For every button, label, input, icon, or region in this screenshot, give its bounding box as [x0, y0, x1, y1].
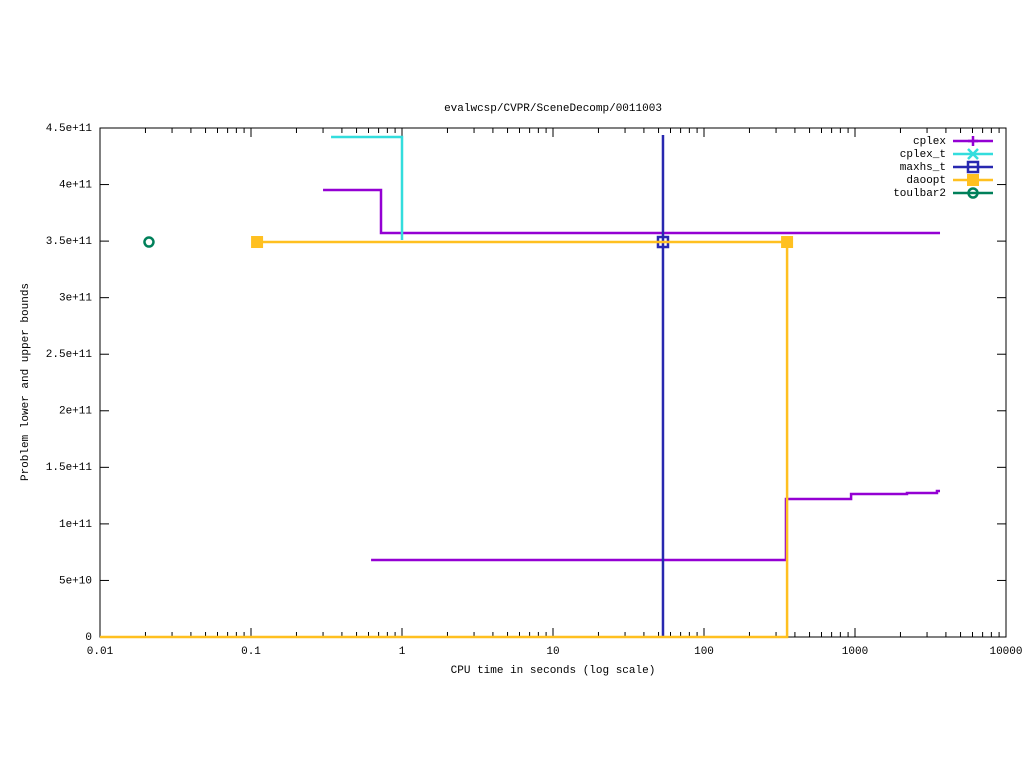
legend-marker: [967, 187, 979, 199]
legend-label: toulbar2: [893, 188, 946, 200]
marker: [251, 236, 264, 249]
x-axis-label: CPU time in seconds (log scale): [451, 665, 656, 677]
y-tick-label: 2.5e+11: [46, 349, 93, 361]
legend-label: cplex: [913, 136, 946, 148]
x-tick-label: 0.1: [241, 646, 261, 658]
y-tick-label: 4e+11: [59, 179, 92, 191]
x-tick-label: 0.01: [87, 646, 114, 658]
series-line: [331, 135, 404, 240]
x-tick-label: 100: [694, 646, 714, 658]
legend-marker: [966, 160, 980, 174]
y-axis-label: Problem lower and upper bounds: [20, 283, 32, 481]
y-tick-label: 3.5e+11: [46, 236, 93, 248]
series-line: [100, 240, 789, 639]
legend-label: daoopt: [906, 175, 946, 187]
marker: [143, 236, 155, 248]
x-tick-label: 1: [399, 646, 406, 658]
legend-label: cplex_t: [900, 149, 946, 161]
legend-label: maxhs_t: [900, 162, 946, 174]
y-tick-label: 3e+11: [59, 293, 92, 305]
y-tick-label: 5e+10: [59, 575, 92, 587]
legend-marker: [967, 148, 979, 160]
y-tick-label: 1.5e+11: [46, 462, 93, 474]
series-line: [323, 188, 941, 562]
x-tick-label: 1000: [842, 646, 868, 658]
x-tick-label: 10000: [989, 646, 1022, 658]
y-tick-label: 4.5e+11: [46, 123, 93, 135]
x-tick-label: 10: [546, 646, 559, 658]
legend-marker: [968, 136, 978, 146]
legend-marker: [967, 174, 979, 186]
marker: [781, 236, 794, 249]
chart-title: evalwcsp/CVPR/SceneDecomp/0011003: [444, 103, 662, 115]
y-tick-label: 2e+11: [59, 406, 92, 418]
y-tick-label: 0: [85, 632, 92, 644]
y-tick-label: 1e+11: [59, 519, 92, 531]
